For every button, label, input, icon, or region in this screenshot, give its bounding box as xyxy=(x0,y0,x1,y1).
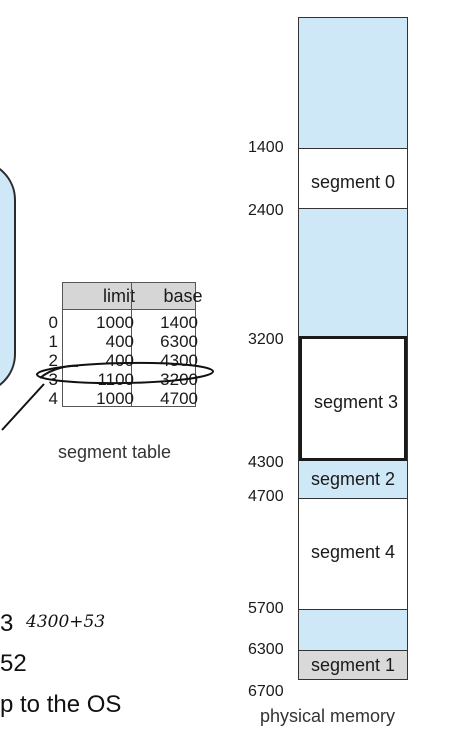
base-cell: 4700 xyxy=(160,389,198,408)
limit-cell: 400 xyxy=(105,332,134,351)
arrow-line-annotation xyxy=(1,383,45,431)
pointer-stroke-annotation xyxy=(39,364,79,379)
handwritten-note: 4300+53 xyxy=(26,612,106,632)
free-block xyxy=(299,610,407,650)
address-label: 4700 xyxy=(248,488,284,505)
segment-4-label: segment 4 xyxy=(310,542,396,562)
address-label: 3200 xyxy=(248,331,284,348)
row-index: 4 xyxy=(48,389,58,408)
physical-memory: segment 0 segment 3 segment 2 segment 4 … xyxy=(298,17,408,680)
segment-3-block: segment 3 xyxy=(299,336,407,461)
table-row: 4 1000 4700 xyxy=(44,389,204,408)
segment-4-block: segment 4 xyxy=(299,499,407,610)
table-row: 0 1000 1400 xyxy=(44,313,204,332)
address-label: 6300 xyxy=(248,641,284,658)
limit-cell: 1100 xyxy=(97,370,134,389)
free-block xyxy=(299,18,407,148)
address-label: 6700 xyxy=(248,683,284,700)
segment-2-block: segment 2 xyxy=(299,461,407,499)
physical-memory-caption: physical memory xyxy=(260,706,396,726)
segment-1-block: segment 1 xyxy=(299,650,407,679)
table-row: 1 400 6300 xyxy=(44,332,204,351)
address-label: 5700 xyxy=(248,600,284,617)
table-divider xyxy=(131,282,132,406)
limit-header: limit xyxy=(103,286,135,306)
slide-text-line-2: 52 xyxy=(0,650,27,677)
segment-table-caption: segment table xyxy=(58,442,172,462)
base-cell: 1400 xyxy=(160,313,198,332)
segment-0-label: segment 0 xyxy=(310,172,396,192)
limit-cell: 400 xyxy=(105,351,134,370)
segment-0-block: segment 0 xyxy=(299,148,407,209)
segment-3-label: segment 3 xyxy=(313,392,399,412)
address-label: 4300 xyxy=(248,454,284,471)
segment-table-body xyxy=(62,308,196,407)
slide-text-line-1: 3 xyxy=(0,610,14,637)
slide-text-line-3: p to the OS xyxy=(0,691,122,718)
base-header: base xyxy=(163,286,203,306)
limit-cell: 1000 xyxy=(96,389,134,408)
row-circle-annotation xyxy=(36,361,214,385)
row-index: 2 xyxy=(48,351,58,370)
free-block xyxy=(299,209,407,336)
segment-2-label: segment 2 xyxy=(310,469,396,489)
table-row: 2 400 4300 xyxy=(44,351,204,370)
address-label: 2400 xyxy=(248,202,284,219)
limit-cell: 1000 xyxy=(96,313,134,332)
address-label: 1400 xyxy=(248,139,284,156)
row-index: 1 xyxy=(48,332,58,351)
segment-1-label: segment 1 xyxy=(310,655,396,675)
segment-table-header: limit base xyxy=(62,282,203,310)
base-cell: 6300 xyxy=(160,332,198,351)
handwritten-annotation xyxy=(1,361,214,431)
row-index: 0 xyxy=(48,313,58,332)
